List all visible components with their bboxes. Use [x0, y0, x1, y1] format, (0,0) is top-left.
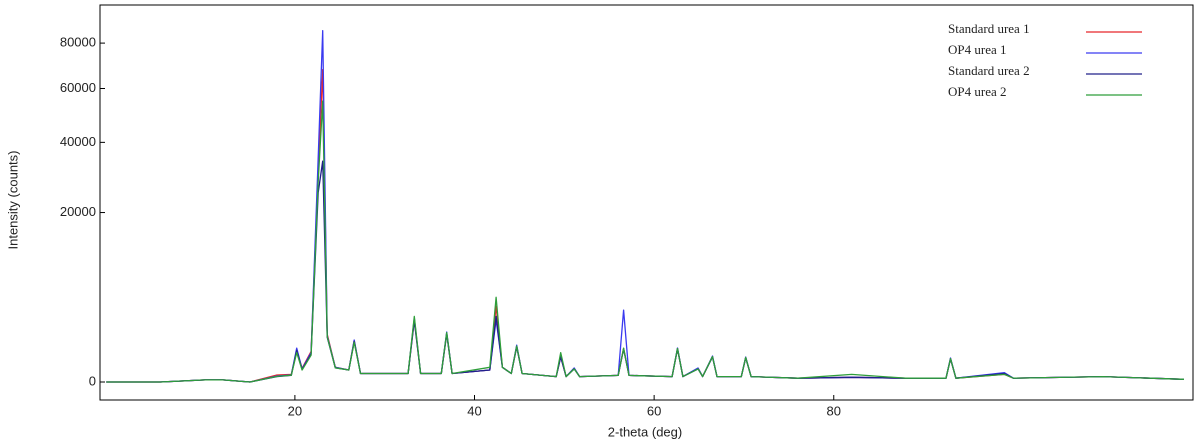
y-axis-label: Intensity (counts)	[5, 151, 20, 250]
y-tick-label: 0	[89, 373, 96, 388]
x-axis-label: 2-theta (deg)	[608, 424, 682, 439]
legend: Standard urea 1 OP4 urea 1 Standard urea 2…	[948, 21, 1142, 99]
plot-lines	[106, 29, 1185, 383]
y-tick-label: 80000	[60, 35, 96, 50]
legend-label: Standard urea 1	[948, 21, 1030, 36]
legend-label: Standard urea 2	[948, 63, 1030, 78]
y-tick-label: 40000	[60, 134, 96, 149]
x-tick-label: 20	[288, 403, 302, 418]
x-tick-label: 80	[827, 403, 841, 418]
y-tick-label: 20000	[60, 204, 96, 219]
x-tick-label: 60	[647, 403, 661, 418]
x-tick-label: 40	[467, 403, 481, 418]
legend-label: OP4 urea 2	[948, 84, 1007, 99]
plot-frame	[99, 4, 1194, 401]
legend-label: OP4 urea 1	[948, 42, 1007, 57]
y-tick-label: 60000	[60, 80, 96, 95]
series-line	[106, 100, 1185, 383]
